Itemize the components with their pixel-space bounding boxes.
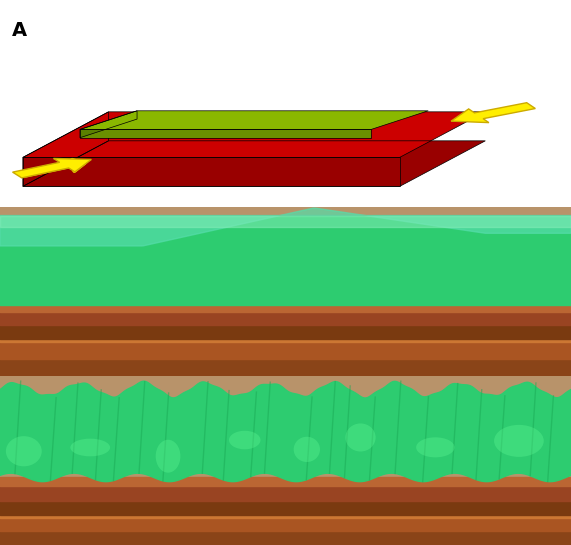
Polygon shape [80,129,371,138]
Ellipse shape [229,431,260,449]
Ellipse shape [494,425,544,457]
FancyArrow shape [13,159,91,178]
Ellipse shape [345,423,376,451]
Ellipse shape [70,439,110,456]
Text: C: C [11,388,26,407]
Polygon shape [80,111,137,138]
Ellipse shape [6,436,42,467]
Ellipse shape [293,437,320,462]
Text: B: B [11,219,26,238]
Ellipse shape [416,437,455,457]
Polygon shape [80,111,428,129]
Polygon shape [23,112,108,186]
Polygon shape [23,112,485,158]
Polygon shape [23,141,485,186]
Ellipse shape [156,440,180,473]
Text: A: A [11,21,26,40]
Polygon shape [23,158,400,186]
FancyArrow shape [451,102,536,123]
